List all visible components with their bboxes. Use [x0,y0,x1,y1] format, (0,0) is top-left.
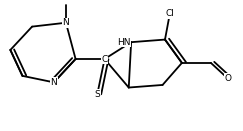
Text: Cl: Cl [165,9,174,18]
Text: N: N [62,18,69,27]
Text: C: C [102,54,108,64]
Text: O: O [224,74,231,83]
Text: N: N [51,78,57,87]
Text: S: S [95,89,100,99]
Text: HN: HN [117,38,131,47]
